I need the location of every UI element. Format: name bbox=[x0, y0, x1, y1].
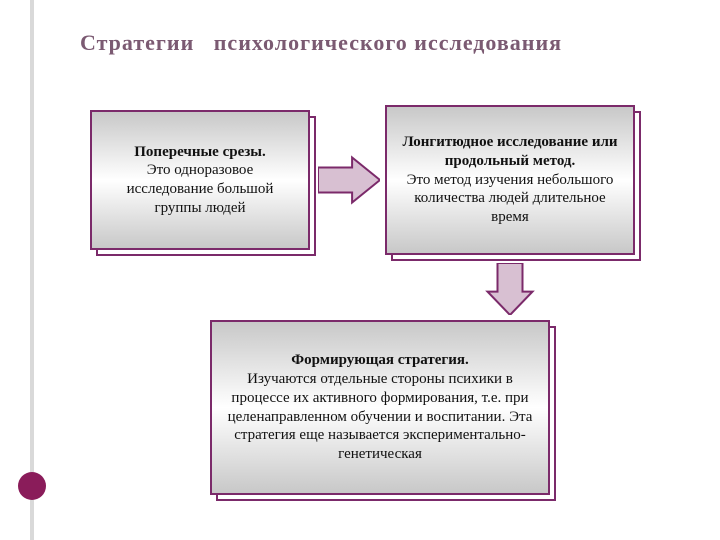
box2-text: Лонгитюдное исследование или продольный … bbox=[401, 133, 619, 227]
box-longitudinal: Лонгитюдное исследование или продольный … bbox=[385, 105, 635, 255]
box3-rest: Изучаются отдельные стороны психики в пр… bbox=[228, 371, 533, 462]
box1-rest: Это одноразовое исследование большой гру… bbox=[127, 162, 274, 216]
page-title: Стратегии психологического исследования bbox=[80, 30, 680, 56]
box-cross-sectional: Поперечные срезы. Это одноразовое исслед… bbox=[90, 110, 310, 250]
box1-text: Поперечные срезы. Это одноразовое исслед… bbox=[106, 143, 294, 218]
box3-bold: Формирующая стратегия. bbox=[291, 352, 469, 368]
box3-text: Формирующая стратегия. Изучаются отдельн… bbox=[226, 351, 534, 464]
box2-rest: Это метод изучения небольшого количества… bbox=[407, 172, 614, 226]
arrow-down-icon bbox=[485, 263, 535, 315]
slide: { "colors": { "accent": "#7b2a6a", "titl… bbox=[0, 0, 720, 540]
decor-rail bbox=[30, 0, 34, 540]
box1-bold: Поперечные срезы. bbox=[134, 144, 265, 160]
box2-bold: Лонгитюдное исследование или продольный … bbox=[402, 134, 617, 169]
decor-dot bbox=[18, 472, 46, 500]
arrow-right-icon bbox=[318, 155, 380, 205]
box-formative: Формирующая стратегия. Изучаются отдельн… bbox=[210, 320, 550, 495]
